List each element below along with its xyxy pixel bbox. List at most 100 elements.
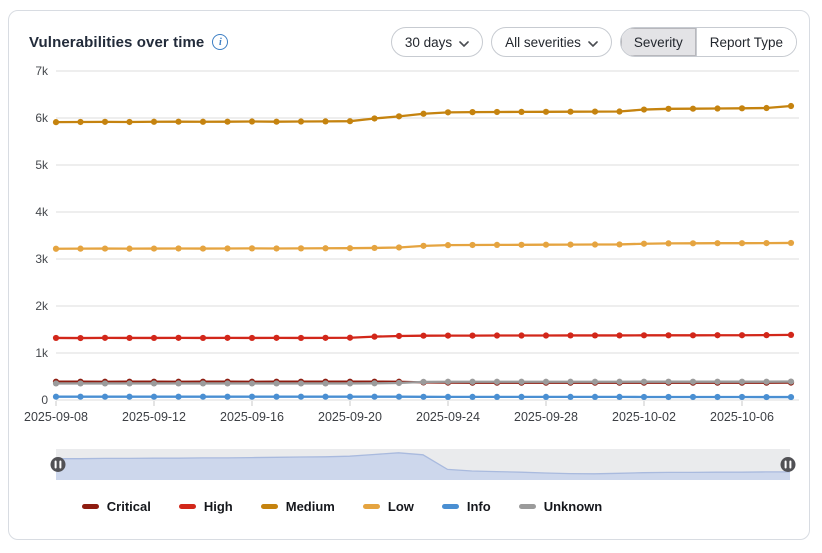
data-point[interactable] (175, 380, 182, 387)
data-point[interactable] (542, 241, 550, 248)
data-point[interactable] (640, 240, 648, 247)
toggle-report-type[interactable]: Report Type (695, 28, 796, 56)
data-point[interactable] (199, 245, 207, 252)
data-point[interactable] (567, 332, 574, 339)
data-point[interactable] (567, 393, 574, 400)
data-point[interactable] (126, 118, 133, 126)
data-point[interactable] (738, 240, 746, 247)
severity-filter-select[interactable]: All severities (491, 27, 612, 57)
data-point[interactable] (273, 380, 280, 387)
data-point[interactable] (591, 378, 599, 385)
data-point[interactable] (665, 105, 672, 112)
data-point[interactable] (787, 239, 795, 247)
data-point[interactable] (444, 109, 452, 116)
data-point[interactable] (444, 242, 452, 249)
data-point[interactable] (248, 118, 256, 125)
data-point[interactable] (150, 393, 158, 400)
data-point[interactable] (591, 332, 599, 339)
data-point[interactable] (199, 393, 207, 400)
data-point[interactable] (346, 245, 354, 252)
data-point[interactable] (297, 393, 305, 400)
data-point[interactable] (52, 334, 60, 342)
data-point[interactable] (689, 240, 697, 247)
data-point[interactable] (763, 393, 770, 401)
data-point[interactable] (493, 393, 501, 400)
data-point[interactable] (763, 378, 770, 385)
data-point[interactable] (689, 393, 697, 401)
data-point[interactable] (395, 332, 403, 340)
data-point[interactable] (77, 334, 84, 342)
data-point[interactable] (567, 241, 574, 248)
data-point[interactable] (518, 393, 525, 400)
data-point[interactable] (150, 334, 158, 342)
data-point[interactable] (395, 393, 403, 400)
data-point[interactable] (77, 380, 84, 387)
data-point[interactable] (518, 108, 525, 115)
data-point[interactable] (444, 332, 452, 339)
data-point[interactable] (689, 105, 697, 112)
data-point[interactable] (420, 378, 427, 386)
data-point[interactable] (616, 241, 623, 248)
data-point[interactable] (493, 108, 501, 116)
data-point[interactable] (640, 393, 648, 401)
data-point[interactable] (273, 393, 280, 400)
data-point[interactable] (420, 393, 427, 400)
data-point[interactable] (542, 108, 550, 115)
data-point[interactable] (101, 118, 109, 125)
data-point[interactable] (77, 245, 84, 252)
data-point[interactable] (444, 393, 452, 400)
slider-handle-left[interactable] (50, 457, 66, 472)
data-point[interactable] (101, 393, 109, 400)
data-point[interactable] (273, 245, 280, 252)
data-point[interactable] (322, 118, 329, 125)
data-point[interactable] (542, 393, 550, 400)
data-point[interactable] (787, 102, 795, 110)
slider-handle-right[interactable] (780, 457, 796, 472)
data-point[interactable] (616, 332, 623, 339)
data-point[interactable] (665, 332, 672, 339)
data-point[interactable] (616, 108, 623, 115)
data-point[interactable] (101, 334, 109, 341)
data-point[interactable] (322, 393, 329, 400)
time-range-select[interactable]: 30 days (390, 27, 484, 57)
data-point[interactable] (469, 241, 476, 249)
data-point[interactable] (689, 378, 697, 385)
data-point[interactable] (738, 332, 746, 339)
data-point[interactable] (616, 378, 623, 385)
data-point[interactable] (469, 378, 476, 385)
data-point[interactable] (273, 118, 280, 125)
data-point[interactable] (248, 393, 256, 400)
data-point[interactable] (567, 378, 574, 385)
data-point[interactable] (346, 393, 354, 400)
data-point[interactable] (52, 380, 60, 387)
data-point[interactable] (126, 393, 133, 400)
data-point[interactable] (787, 331, 795, 339)
data-point[interactable] (126, 334, 133, 342)
data-point[interactable] (763, 240, 770, 247)
data-point[interactable] (126, 245, 133, 252)
data-point[interactable] (469, 332, 476, 339)
data-point[interactable] (322, 245, 329, 252)
data-point[interactable] (714, 393, 721, 401)
data-point[interactable] (591, 241, 599, 248)
data-point[interactable] (273, 334, 280, 341)
data-point[interactable] (518, 241, 525, 248)
data-point[interactable] (493, 241, 501, 248)
toggle-severity[interactable]: Severity (620, 28, 696, 56)
data-point[interactable] (665, 393, 672, 401)
data-point[interactable] (175, 393, 182, 400)
data-point[interactable] (126, 380, 133, 387)
legend-item-critical[interactable]: Critical (81, 499, 151, 514)
data-point[interactable] (297, 245, 305, 252)
data-point[interactable] (395, 244, 403, 251)
data-point[interactable] (738, 393, 746, 401)
vulnerabilities-over-time-chart[interactable]: 0 1k 2k 3k 4k 5k 6k 7k 2025-09-08 2025-09-12 2025-… (9, 63, 810, 441)
data-point[interactable] (763, 332, 770, 339)
data-point[interactable] (395, 379, 403, 387)
data-point[interactable] (224, 245, 231, 252)
data-point[interactable] (199, 118, 207, 125)
data-point[interactable] (297, 118, 305, 125)
data-point[interactable] (518, 332, 525, 339)
legend-item-info[interactable]: Info (441, 499, 491, 514)
data-point[interactable] (444, 378, 452, 385)
